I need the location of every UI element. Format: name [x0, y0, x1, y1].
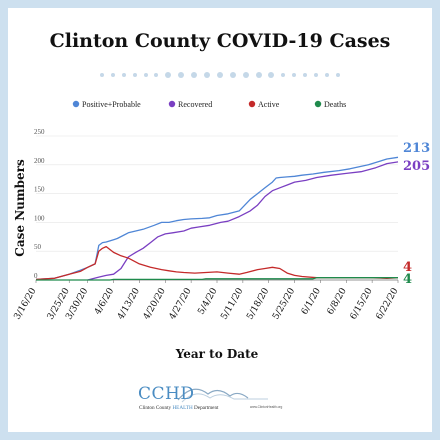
y-tick-label: 150: [34, 186, 45, 194]
logo-mountain-graphic: [177, 388, 268, 403]
divider-dot: [143, 73, 148, 77]
divider-dot: [255, 72, 262, 78]
divider-dot: [191, 72, 198, 78]
divider-dot: [242, 72, 249, 78]
x-tick-label: 6/8/20: [326, 286, 349, 316]
y-axis-title: Case Numbers: [13, 159, 27, 257]
logo-name: CCHD: [138, 384, 195, 404]
x-tick-label: 4/27/20: [168, 286, 194, 321]
x-tick-label: 6/1/20: [300, 286, 323, 316]
divider-dot: [178, 72, 185, 78]
legend-swatch: [248, 100, 256, 108]
divider-dot: [165, 72, 172, 78]
divider-dot: [324, 73, 329, 77]
infographic-card: Clinton County COVID-19 Cases: [8, 8, 432, 432]
x-tick-label: 6/15/20: [349, 286, 375, 321]
logo-url: www.ClintonHealth.org: [250, 405, 283, 409]
decorative-dot-divider: [100, 70, 340, 80]
x-tick-label: 5/18/20: [245, 286, 271, 321]
y-tick-label: 50: [34, 243, 42, 251]
x-tick-label: 4/13/20: [116, 286, 142, 321]
divider-dot: [292, 73, 297, 77]
legend-swatch: [314, 100, 322, 108]
x-tick-label: 4/6/20: [93, 286, 116, 316]
divider-dot: [132, 73, 137, 77]
divider-dot: [154, 73, 159, 77]
series-line-positive-probable: [35, 156, 399, 281]
divider-dot: [204, 72, 211, 78]
divider-dot: [216, 72, 223, 78]
y-tick-label: 100: [34, 214, 45, 222]
divider-dot: [268, 72, 275, 78]
divider-dot: [281, 73, 286, 77]
series-line-recovered: [87, 161, 399, 281]
x-tick-label: 3/16/20: [13, 286, 39, 321]
y-tick-label: 250: [34, 128, 45, 136]
legend-swatch: [72, 100, 80, 108]
y-tick-label: 0: [34, 272, 38, 280]
legend-label: Active: [258, 100, 280, 109]
divider-dot: [121, 73, 126, 77]
divider-dot: [110, 73, 115, 77]
y-tick-label: 200: [34, 157, 45, 165]
series-line-deaths: [36, 277, 398, 281]
divider-dot: [229, 72, 236, 78]
legend-label: Deaths: [324, 100, 346, 109]
legend-label: Recovered: [178, 100, 212, 109]
x-tick-label: 6/22/20: [375, 286, 401, 321]
x-axis-title: Year to Date: [175, 347, 259, 361]
legend-swatch: [168, 100, 176, 108]
divider-dot: [314, 73, 319, 77]
logo-department-line: Clinton County HEALTH Department: [139, 405, 219, 411]
x-tick-label: 4/20/20: [142, 286, 168, 321]
divider-dot: [335, 73, 340, 77]
series-line-active: [35, 245, 399, 281]
cchd-logo: CCHD Clinton County HEALTH Department ww…: [138, 380, 288, 418]
series-end-label: 4: [403, 260, 412, 275]
series-end-label: 213: [403, 141, 430, 156]
x-tick-label: 5/25/20: [271, 286, 297, 321]
series-end-label: 205: [403, 159, 430, 174]
legend-label: Positive+Probable: [82, 100, 141, 109]
series-end-label: 4: [403, 272, 412, 287]
divider-dot: [303, 73, 308, 77]
x-tick-label: 5/4/20: [196, 286, 219, 316]
x-tick-label: 5/11/20: [219, 286, 245, 321]
divider-dot: [100, 73, 104, 77]
chart-title: Clinton County COVID-19 Cases: [49, 30, 391, 52]
